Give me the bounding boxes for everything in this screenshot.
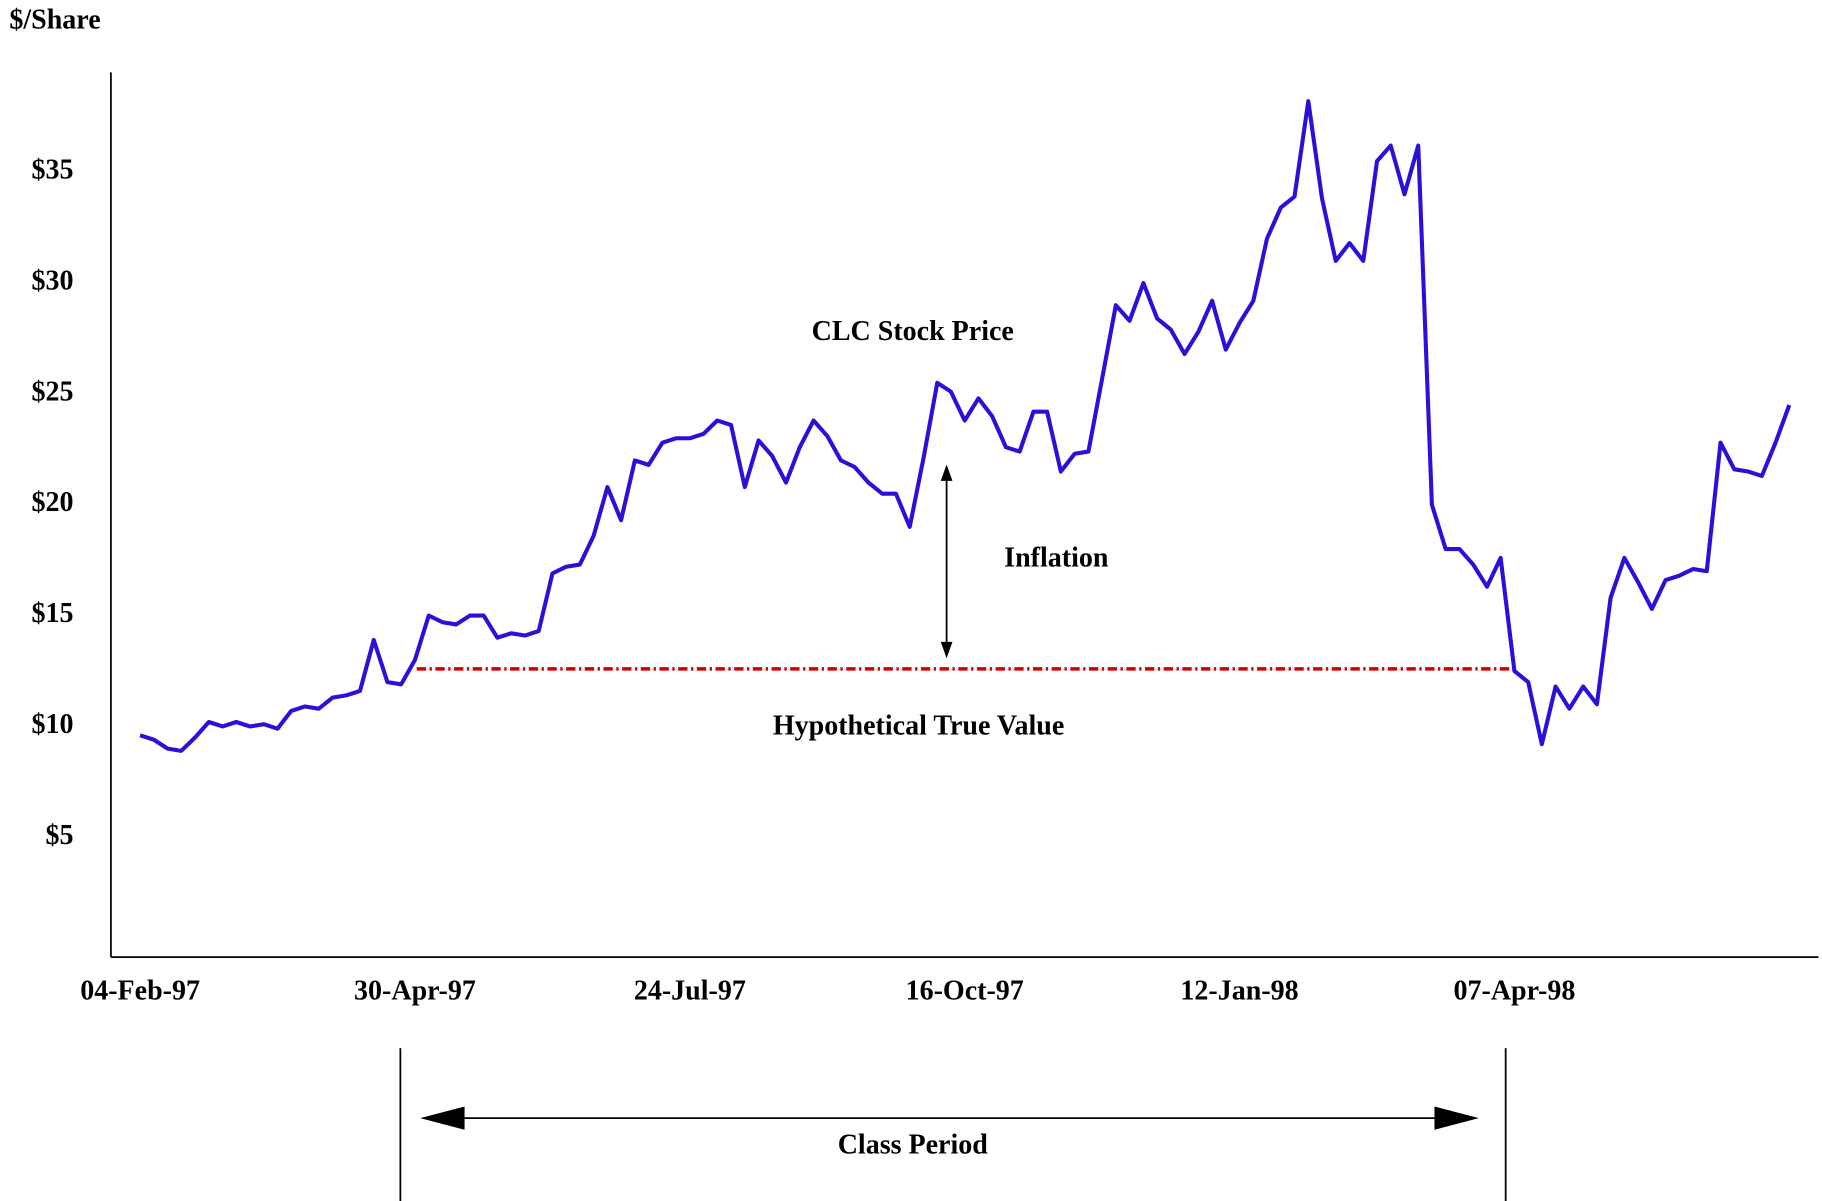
series-label: CLC Stock Price [812,316,1014,347]
y-axis-label: $/Share [9,5,100,36]
y-tick-label: $20 [32,487,74,518]
x-tick-label: 12-Jan-98 [1180,976,1298,1007]
inflation-label: Inflation [1004,543,1109,574]
class-period-label: Class Period [838,1130,989,1161]
x-tick-label: 07-Apr-98 [1453,976,1575,1007]
y-tick-label: $15 [32,598,74,629]
arrow-head [940,641,953,659]
arrow-head [1434,1106,1479,1130]
y-tick-label: $5 [46,820,74,851]
y-tick-label: $25 [32,376,74,407]
price-line [139,99,1792,753]
x-tick-label: 30-Apr-97 [354,976,476,1007]
arrow-head [940,464,953,481]
y-tick-label: $10 [32,709,74,740]
arrow-head [420,1106,465,1130]
x-tick-label: 04-Feb-97 [80,976,200,1007]
y-tick-label: $35 [32,155,74,186]
x-tick-label: 16-Oct-97 [906,976,1024,1007]
true-value-label: Hypothetical True Value [773,711,1064,742]
x-tick-label: 24-Jul-97 [634,976,746,1007]
y-tick-label: $30 [32,265,74,296]
